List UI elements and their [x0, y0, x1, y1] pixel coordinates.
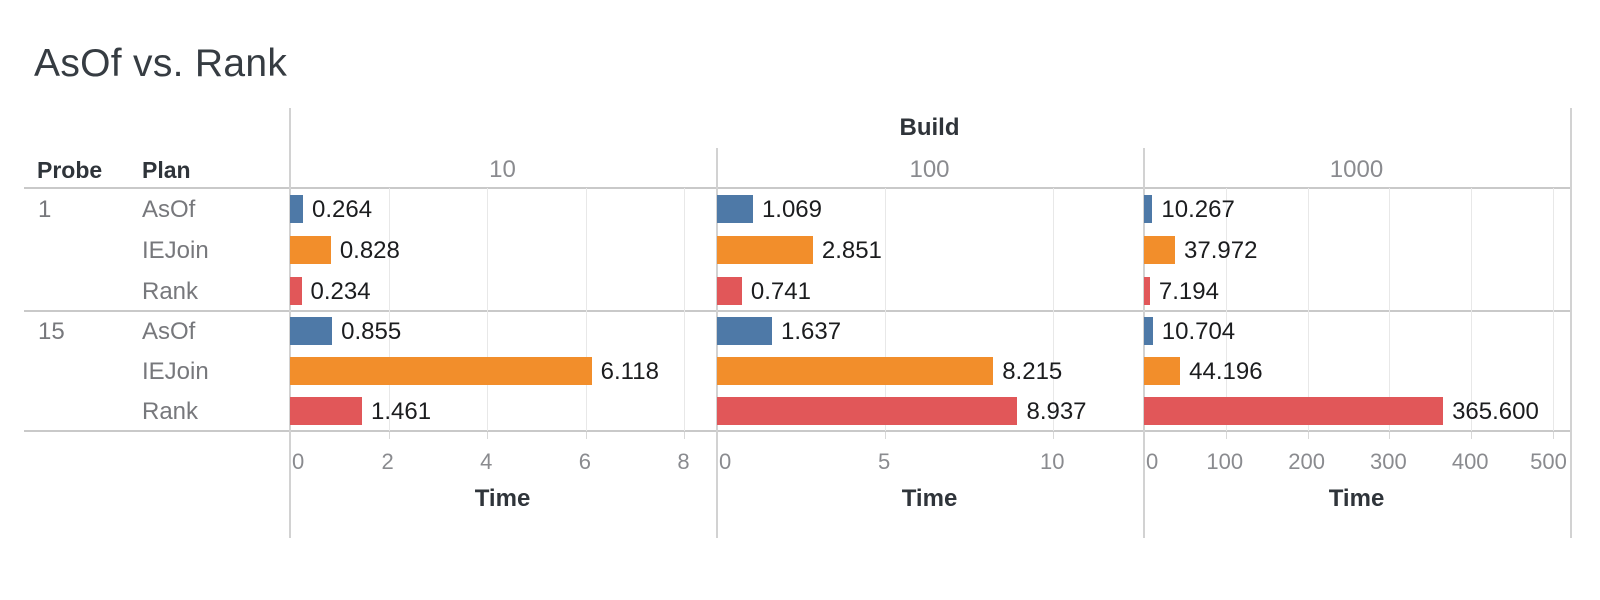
bar-asof[interactable]	[290, 317, 333, 345]
x-axis-line	[24, 430, 1570, 432]
bar-value-label: 8.215	[1002, 358, 1063, 385]
axis-tick-label: 0	[719, 449, 732, 474]
bar-rank[interactable]	[1144, 397, 1444, 425]
axis-tick-label: 8	[677, 449, 690, 474]
gridline	[1225, 188, 1227, 431]
gridline	[487, 188, 489, 431]
probe-row-label: 1	[38, 195, 52, 223]
axis-tick-label: 5	[877, 449, 891, 474]
build-facet-header: Build	[899, 114, 960, 141]
axis-tick-label: 400	[1451, 449, 1489, 474]
bar-asof[interactable]	[290, 194, 304, 223]
bar-value-label: 0.828	[339, 236, 400, 264]
x-axis-title: Time	[1328, 485, 1385, 512]
plan-field-header: Plan	[142, 157, 191, 183]
axis-tick	[585, 432, 587, 439]
bar-value-label: 10.704	[1161, 318, 1236, 345]
gridline	[1471, 188, 1473, 431]
axis-tick	[885, 432, 887, 439]
bar-rank[interactable]	[290, 397, 363, 425]
gridline	[1553, 188, 1554, 431]
axis-tick-label: 0	[1146, 449, 1159, 474]
bar-iejoin[interactable]	[290, 235, 331, 264]
axis-tick-label: 100	[1206, 449, 1244, 474]
bar-iejoin[interactable]	[1144, 235, 1176, 264]
bar-rank[interactable]	[290, 276, 302, 305]
bar-value-label: 6.118	[600, 358, 659, 385]
gridline	[388, 188, 390, 431]
axis-tick-label: 10	[1039, 449, 1065, 474]
plan-row-label: Rank	[142, 398, 199, 425]
probe-row-label: 15	[38, 318, 65, 345]
bar-value-label: 1.461	[371, 398, 432, 425]
bar-iejoin[interactable]	[717, 357, 994, 385]
axis-tick-label: 200	[1288, 449, 1325, 474]
x-axis-title: Time	[474, 485, 531, 512]
axis-tick	[1053, 432, 1055, 439]
gridline	[885, 188, 887, 431]
axis-tick	[1389, 432, 1391, 439]
plan-row-label: Rank	[142, 277, 199, 305]
row-divider	[24, 187, 1570, 189]
axis-tick	[1225, 432, 1227, 439]
bar-value-label: 10.267	[1161, 195, 1235, 223]
facet-column-label: 100	[909, 156, 950, 183]
gridline	[585, 188, 587, 431]
gridline	[1307, 188, 1309, 431]
axis-tick-label: 4	[480, 449, 493, 474]
bar-asof[interactable]	[717, 317, 773, 345]
axis-tick-label: 6	[578, 449, 591, 474]
axis-tick-label: 300	[1370, 449, 1407, 474]
axis-tick	[1553, 432, 1554, 439]
plan-row-label: AsOf	[142, 195, 196, 223]
axis-tick	[684, 432, 686, 439]
chart-title: AsOf vs. Rank	[34, 42, 288, 85]
axis-tick-label: 500	[1530, 449, 1567, 474]
axis-tick	[1307, 432, 1309, 439]
bar-asof[interactable]	[1144, 317, 1153, 345]
bar-rank[interactable]	[717, 276, 742, 305]
axis-tick-label: 2	[381, 449, 394, 474]
facet-column-label: 1000	[1329, 156, 1384, 183]
bar-iejoin[interactable]	[717, 235, 813, 264]
gridline	[1389, 188, 1391, 431]
row-divider	[24, 310, 1570, 312]
bar-rank[interactable]	[717, 397, 1018, 425]
x-axis-title: Time	[901, 485, 958, 512]
bar-value-label: 1.069	[761, 195, 822, 223]
axis-tick	[388, 432, 390, 439]
bar-value-label: 8.937	[1026, 398, 1087, 425]
bar-asof[interactable]	[717, 194, 753, 223]
bar-iejoin[interactable]	[1144, 357, 1181, 385]
bar-value-label: 0.264	[312, 195, 373, 223]
bar-rank[interactable]	[1144, 276, 1150, 305]
bar-value-label: 7.194	[1158, 277, 1219, 305]
bar-asof[interactable]	[1144, 194, 1153, 223]
plan-row-label: AsOf	[142, 318, 196, 345]
facet-column-label: 10	[489, 156, 516, 183]
bar-value-label: 44.196	[1189, 358, 1263, 385]
gridline	[684, 188, 686, 431]
bar-value-label: 0.741	[750, 277, 811, 305]
probe-field-header: Probe	[37, 157, 103, 183]
plan-row-label: IEJoin	[142, 358, 209, 385]
gridline	[1053, 188, 1055, 431]
bar-value-label: 0.855	[341, 318, 402, 345]
bar-value-label: 37.972	[1184, 236, 1258, 264]
plan-row-label: IEJoin	[142, 236, 209, 264]
bar-iejoin[interactable]	[290, 357, 592, 385]
bar-value-label: 0.234	[310, 277, 371, 305]
axis-tick	[487, 432, 489, 439]
axis-tick-label: 0	[292, 449, 305, 474]
bar-value-label: 2.851	[821, 236, 882, 264]
bar-value-label: 1.637	[781, 318, 842, 345]
axis-tick	[1471, 432, 1473, 439]
panel-border	[1570, 108, 1572, 538]
bar-value-label: 365.600	[1452, 398, 1539, 425]
